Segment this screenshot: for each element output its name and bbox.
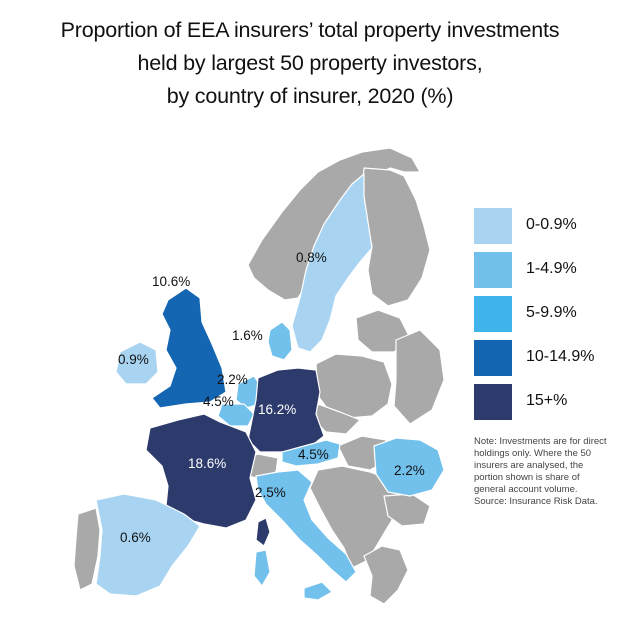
denmark-region [267,321,293,361]
sweden-value-label: 0.8% [296,250,327,265]
finland-region [361,167,431,307]
legend-swatch-1 [474,252,512,288]
legend-label-2: 5-9.9% [526,304,577,321]
spain-value-label: 0.6% [120,530,151,545]
note-line-3: insurers are analysed, the [474,460,584,471]
italy-value-label: 2.5% [255,485,286,500]
france-region [145,413,257,529]
legend-swatch-3 [474,340,512,376]
ireland-region [115,341,159,385]
legend-label-1: 1-4.9% [526,260,577,277]
note-line-1: Note: Investments are for direct [474,436,607,447]
romania-region [373,437,445,497]
source-note: Note: Investments are for direct holding… [474,436,614,508]
belgium-value-label: 4.5% [203,394,234,409]
title-line-3: by country of insurer, 2020 (%) [166,84,454,108]
corsica-region [255,517,271,547]
netherlands-value-label: 2.2% [217,372,248,387]
uk-region [151,287,227,409]
portugal-region [73,507,101,591]
legend-label-4: 15+% [526,392,568,409]
norway-region [247,147,421,301]
austria-value-label: 4.5% [298,447,329,462]
legend-label-3: 10-14.9% [526,348,595,365]
note-line-4: portion shown is share of [474,472,580,483]
spain-region [95,493,201,597]
italy-region [255,469,357,583]
austria-region [281,439,341,467]
note-line-5: general account volume. [474,484,578,495]
title-line-1: Proportion of EEA insurers’ total proper… [60,18,560,42]
denmark-value-label: 1.6% [232,328,263,343]
note-line-6: Source: Insurance Risk Data. [474,496,598,507]
legend-swatch-2 [474,296,512,332]
germany-value-label: 16.2% [258,402,297,417]
title-line-2: held by largest 50 property investors, [137,51,483,75]
ireland-value-label: 0.9% [118,352,149,367]
greece-region [363,545,409,605]
uk-value-label: 10.6% [152,274,191,289]
sicily-region [303,581,333,601]
legend-label-0: 0-0.9% [526,216,577,233]
legend-swatch-4 [474,384,512,420]
legend-swatch-0 [474,208,512,244]
map-title: Proportion of EEA insurers’ total proper… [0,14,620,113]
sardinia-region [253,549,271,587]
east-region [393,329,445,425]
sweden-region [291,173,373,353]
belgium-region [217,403,255,427]
romania-value-label: 2.2% [394,463,425,478]
note-line-2: holdings only. Where the 50 [474,448,592,459]
france-value-label: 18.6% [188,456,227,471]
